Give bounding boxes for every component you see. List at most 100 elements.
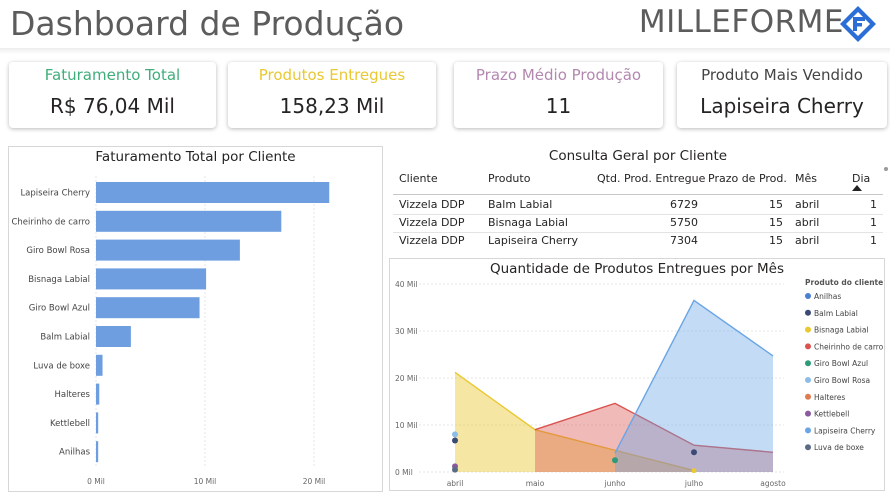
kpi-card-prazo-medio[interactable]: Prazo Médio Produção 11 [454, 62, 663, 128]
kpi-card-produto-mais-vendido[interactable]: Produto Mais Vendido Lapiseira Cherry [677, 62, 887, 128]
x-tick-label: agosto [760, 479, 786, 488]
bar[interactable] [96, 383, 100, 405]
legend-marker[interactable] [805, 393, 811, 400]
x-tick-label: junho [604, 479, 626, 488]
column-header-produto[interactable]: Produto [488, 172, 531, 185]
data-point[interactable] [452, 431, 458, 438]
bar-chart: 0 Mil 10 Mil 20 Mil Lapiseira Cherry Cheirin… [11, 176, 330, 486]
column-header-mes[interactable]: Mês [795, 172, 817, 185]
cell-cliente: Vizzela DDP [399, 234, 465, 247]
category-label: Giro Bowl Azul [29, 304, 90, 314]
bar[interactable] [96, 268, 207, 290]
cell-mes: abril [795, 234, 820, 247]
table-row[interactable]: Vizzela DDP Bisnaga Labial 5750 15 abril… [393, 214, 883, 232]
legend-item[interactable]: Anilhas [814, 292, 841, 301]
bar[interactable] [96, 297, 200, 319]
table-row[interactable]: Vizzela DDP Lapiseira Cherry 7304 15 abr… [393, 232, 883, 250]
column-header-dia[interactable]: Dia [852, 172, 871, 185]
column-header-qtd[interactable]: Qtd. Prod. Entregue [597, 172, 706, 185]
kpi-card-faturamento[interactable]: Faturamento Total R$ 76,04 Mil [9, 62, 216, 128]
legend-item[interactable]: Balm Labial [814, 309, 858, 318]
data-point[interactable] [612, 457, 618, 464]
row-divider [393, 232, 883, 233]
cell-produto: Lapiseira Cherry [488, 234, 579, 247]
category-label: Kettlebell [50, 419, 90, 429]
cell-produto: Bisnaga Labial [488, 216, 568, 229]
legend-marker[interactable] [805, 309, 811, 316]
data-point[interactable] [691, 449, 697, 456]
category-label: Lapiseira Cherry [20, 189, 90, 199]
legend-marker[interactable] [805, 293, 811, 299]
legend-title: Produto do cliente [805, 278, 883, 287]
bar[interactable] [96, 210, 282, 232]
series-line[interactable] [454, 371, 695, 472]
legend-marker[interactable] [805, 360, 811, 367]
legend-item[interactable]: Lapiseira Cherry [814, 426, 876, 435]
legend-marker[interactable] [805, 410, 811, 417]
bar-chart-panel[interactable]: Faturamento Total por Cliente [8, 146, 383, 492]
legend-marker[interactable] [805, 377, 811, 383]
legend-marker[interactable] [805, 343, 811, 350]
y-tick-label: 10 Mil [395, 421, 418, 430]
cell-produto: Balm Labial [488, 198, 553, 211]
series-line[interactable] [614, 299, 774, 454]
legend-item[interactable]: Giro Bowl Azul [814, 359, 868, 368]
x-tick-label: 20 Mil [303, 477, 326, 486]
scrollbar-handle[interactable] [884, 167, 888, 171]
bar[interactable] [96, 441, 99, 463]
category-label: Halteres [55, 390, 91, 400]
x-tick-label: maio [526, 479, 545, 488]
y-tick-label: 30 Mil [395, 327, 418, 336]
data-table[interactable]: Consulta Geral por Cliente Cliente Produ… [393, 148, 888, 250]
cell-dia: 1 [870, 216, 877, 229]
y-tick-label: 40 Mil [395, 280, 418, 289]
kpi-value: Lapiseira Cherry [700, 94, 864, 118]
kpi-card-produtos-entregues[interactable]: Produtos Entregues 158,23 Mil [228, 62, 436, 128]
data-point[interactable] [691, 468, 697, 474]
category-label: Giro Bowl Rosa [26, 246, 90, 256]
cell-cliente: Vizzela DDP [399, 198, 465, 211]
series-area[interactable] [615, 300, 773, 472]
data-point[interactable] [452, 437, 458, 444]
legend-marker[interactable] [805, 444, 811, 451]
legend-item[interactable]: Halteres [814, 393, 845, 402]
cell-qtd: 6729 [670, 198, 698, 211]
legend-item[interactable]: Kettlebell [814, 410, 849, 419]
legend-item[interactable]: Giro Bowl Rosa [814, 376, 870, 385]
legend-item[interactable]: Bisnaga Labial [814, 326, 869, 335]
category-label: Balm Labial [40, 333, 90, 343]
series-area[interactable] [535, 403, 773, 472]
x-tick-label: 0 Mil [87, 477, 105, 486]
legend-item[interactable]: Luva de boxe [814, 443, 864, 452]
column-header-cliente[interactable]: Cliente [399, 172, 438, 185]
category-label: Anilhas [59, 448, 91, 458]
category-label: Cheirinho de carro [11, 217, 90, 227]
cell-prazo: 15 [769, 198, 783, 211]
column-header-prazo[interactable]: Prazo de Prod. [708, 172, 787, 185]
legend-item[interactable]: Cheirinho de carro [814, 342, 884, 351]
sort-descending-icon[interactable] [852, 185, 862, 191]
cell-dia: 1 [870, 234, 877, 247]
bar[interactable] [96, 182, 330, 203]
bar[interactable] [96, 326, 131, 347]
bar[interactable] [96, 412, 99, 434]
cell-mes: abril [795, 198, 820, 211]
bar[interactable] [96, 354, 103, 376]
data-point[interactable] [452, 466, 458, 473]
area-chart-panel[interactable]: Quantidade de Produtos Entregues por Mês [389, 258, 885, 491]
kpi-label: Prazo Médio Produção [475, 66, 642, 84]
kpi-value: 11 [545, 94, 572, 118]
cell-qtd: 5750 [670, 216, 698, 229]
legend-marker[interactable] [805, 427, 811, 434]
series-line[interactable] [534, 402, 774, 453]
bar[interactable] [96, 239, 240, 261]
cell-prazo: 15 [769, 234, 783, 247]
legend-marker[interactable] [805, 326, 811, 333]
cell-mes: abril [795, 216, 820, 229]
kpi-value: 158,23 Mil [279, 94, 385, 118]
table-row[interactable]: Vizzela DDP Balm Labial 6729 15 abril 1 [393, 196, 883, 214]
cell-prazo: 15 [769, 216, 783, 229]
brand-name: MILLEFORME [638, 4, 844, 40]
series-area[interactable] [455, 372, 694, 472]
kpi-label: Faturamento Total [44, 66, 181, 84]
